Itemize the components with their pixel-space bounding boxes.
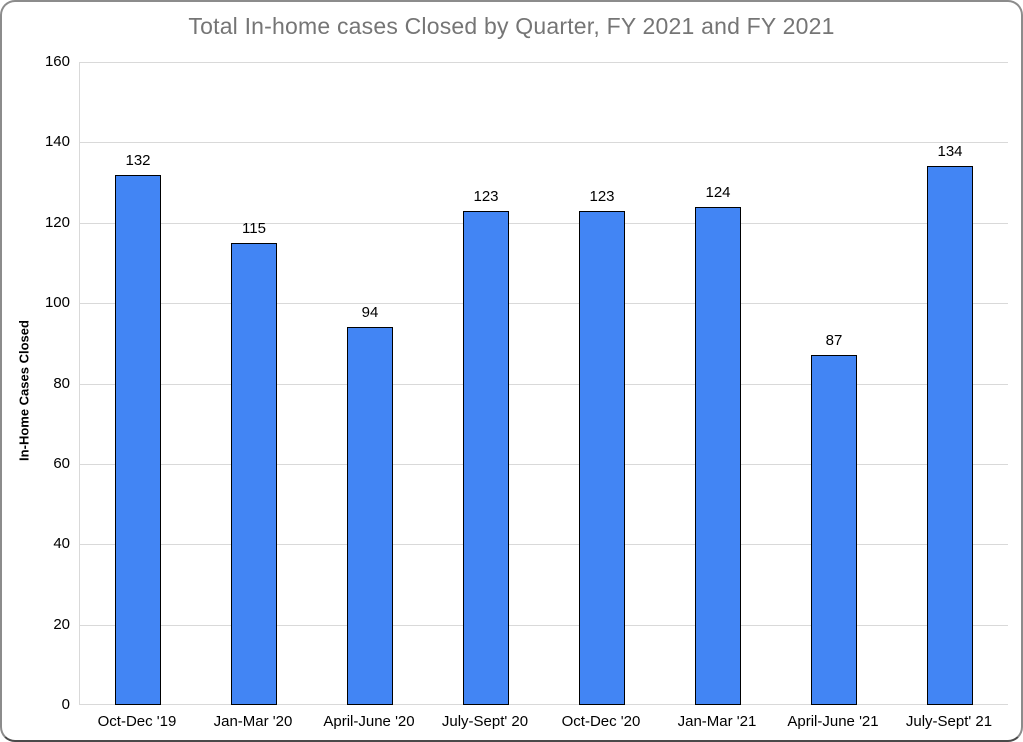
y-tick-label: 60 <box>53 454 70 472</box>
bar <box>695 207 741 705</box>
x-tick-label: April-June '20 <box>323 713 415 730</box>
bar-value-label: 124 <box>705 184 731 201</box>
y-tick-label: 120 <box>44 213 70 231</box>
bar-value-label: 123 <box>589 188 615 205</box>
x-tick-label: July-Sept' 21 <box>905 713 993 730</box>
gridline <box>80 544 1008 545</box>
x-tick-label: Jan-Mar '21 <box>677 713 757 730</box>
bar <box>463 211 509 705</box>
gridline <box>80 223 1008 224</box>
bar <box>811 355 857 705</box>
bar <box>579 211 625 705</box>
gridline <box>80 62 1008 63</box>
bar <box>347 327 393 705</box>
x-tick-label: July-Sept' 20 <box>441 713 529 730</box>
gridline <box>80 625 1008 626</box>
y-tick-label: 40 <box>53 535 70 553</box>
gridline <box>80 464 1008 465</box>
gridline <box>80 384 1008 385</box>
y-tick-label: 80 <box>53 374 70 392</box>
x-tick-label: Jan-Mar '20 <box>213 713 293 730</box>
chart-title: Total In-home cases Closed by Quarter, F… <box>188 13 835 39</box>
x-tick-label: Oct-Dec '20 <box>561 713 641 730</box>
y-tick-label: 0 <box>61 696 70 713</box>
bar <box>927 166 973 705</box>
bar <box>115 175 161 705</box>
y-tick-label: 140 <box>44 133 70 151</box>
bar-value-label: 123 <box>473 188 499 205</box>
y-tick-label: 160 <box>44 53 70 70</box>
gridline <box>80 704 1008 705</box>
bar-value-label: 94 <box>361 304 379 321</box>
bar-value-label: 115 <box>242 220 266 237</box>
x-tick-label: April-June '21 <box>787 713 879 730</box>
x-tick-label: Oct-Dec '19 <box>97 713 177 730</box>
gridline <box>80 303 1008 304</box>
bar-value-label: 134 <box>937 143 963 160</box>
y-tick-label: 100 <box>44 294 70 312</box>
gridline <box>80 142 1008 143</box>
bar <box>231 243 277 705</box>
y-tick-label: 20 <box>53 615 70 633</box>
plot-area: 132 115 94 123 123 124 87 134 <box>79 62 1008 705</box>
bar-value-label: 132 <box>125 152 151 169</box>
bar-value-label: 87 <box>825 332 843 349</box>
